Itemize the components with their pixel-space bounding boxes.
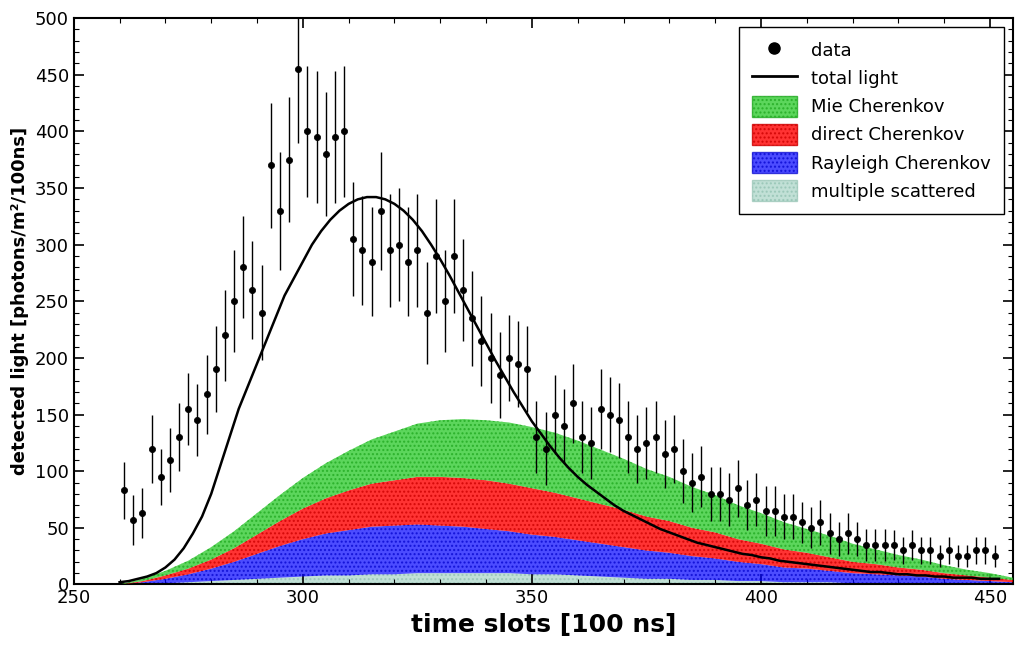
X-axis label: time slots [100 ns]: time slots [100 ns] xyxy=(411,613,676,637)
Y-axis label: detected light [photons/m²/100ns]: detected light [photons/m²/100ns] xyxy=(11,127,29,476)
Legend: data, total light, Mie Cherenkov, direct Cherenkov, Rayleigh Cherenkov, multiple: data, total light, Mie Cherenkov, direct… xyxy=(739,27,1004,214)
